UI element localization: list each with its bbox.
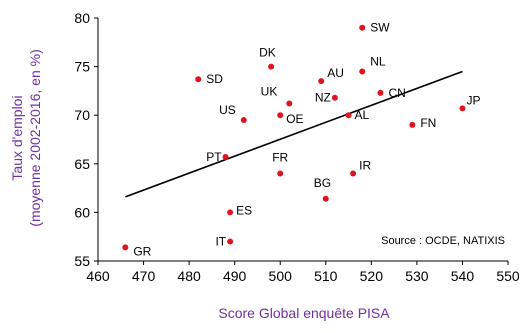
y-tick-label: 80: [74, 10, 90, 26]
point-label-bg: BG: [314, 176, 331, 190]
point-label-dk: DK: [259, 46, 276, 60]
point-nz: [331, 94, 338, 101]
y-axis-title-line2: (moyenne 2002-2016, en %): [27, 49, 43, 226]
point-label-cn: CN: [388, 86, 405, 100]
point-label-it: IT: [215, 235, 226, 249]
point-gr: [122, 244, 129, 251]
trendline-segment: [125, 70, 463, 198]
point-label-al: AL: [355, 108, 370, 122]
x-tick-label: 490: [223, 268, 247, 284]
point-ir: [350, 170, 357, 177]
point-label-uk: UK: [261, 85, 278, 99]
x-tick-label: 530: [405, 268, 429, 284]
point-fn: [409, 121, 416, 128]
x-tick-label: 460: [86, 268, 110, 284]
point-label-nl: NL: [370, 54, 386, 68]
data-points: [122, 24, 466, 251]
point-label-fn: FN: [420, 116, 436, 130]
point-label-es: ES: [236, 203, 252, 217]
point-label-ir: IR: [359, 159, 371, 173]
y-tick-label: 60: [74, 204, 90, 220]
point-us: [240, 117, 247, 124]
point-label-gr: GR: [133, 244, 151, 258]
trendline: [125, 70, 463, 198]
y-tick-label: 70: [74, 107, 90, 123]
point-dk: [268, 63, 275, 70]
point-es: [227, 209, 234, 216]
source-annotation: Source : OCDE, NATIXIS: [381, 235, 505, 247]
y-tick-label: 65: [74, 156, 90, 172]
point-label-jp: JP: [466, 93, 480, 107]
point-label-pt: PT: [206, 150, 222, 164]
x-tick-label: 480: [177, 268, 201, 284]
y-axis-title-line1: Taux d'emploi: [9, 95, 25, 180]
x-axis-title: Score Global enquête PISA: [218, 305, 390, 321]
axes: [94, 17, 509, 265]
point-au: [318, 78, 325, 85]
x-tick-label: 550: [496, 268, 520, 284]
point-oe: [277, 112, 284, 119]
point-cn: [377, 89, 384, 96]
point-uk: [286, 100, 293, 107]
point-it: [227, 238, 234, 245]
x-tick-label: 500: [269, 268, 293, 284]
point-label-fr: FR: [272, 151, 288, 165]
point-jp: [459, 105, 466, 112]
point-label-au: AU: [327, 66, 344, 80]
tick-labels: 460 470 480 490 500 510 520 530 540 550 55 60 65 70 75…: [74, 10, 519, 284]
point-bg: [322, 195, 329, 202]
point-pt: [222, 153, 229, 160]
y-tick-label: 55: [74, 253, 90, 269]
point-labels: SW DK NL SD AU UK NZ CN JP US OE AL FN PT FR IR BG ES IT GR: [133, 21, 480, 259]
point-label-sw: SW: [370, 21, 390, 35]
point-fr: [277, 170, 284, 177]
point-nl: [359, 68, 366, 75]
y-tick-label: 75: [74, 59, 90, 75]
point-sw: [359, 24, 366, 31]
x-tick-label: 540: [451, 268, 475, 284]
x-tick-label: 510: [314, 268, 338, 284]
point-al: [345, 112, 352, 119]
point-label-us: US: [219, 103, 236, 117]
x-tick-label: 470: [132, 268, 156, 284]
x-tick-label: 520: [360, 268, 384, 284]
point-label-nz: NZ: [315, 91, 331, 105]
point-label-sd: SD: [206, 72, 223, 86]
point-sd: [195, 76, 202, 83]
point-label-oe: OE: [286, 112, 303, 126]
